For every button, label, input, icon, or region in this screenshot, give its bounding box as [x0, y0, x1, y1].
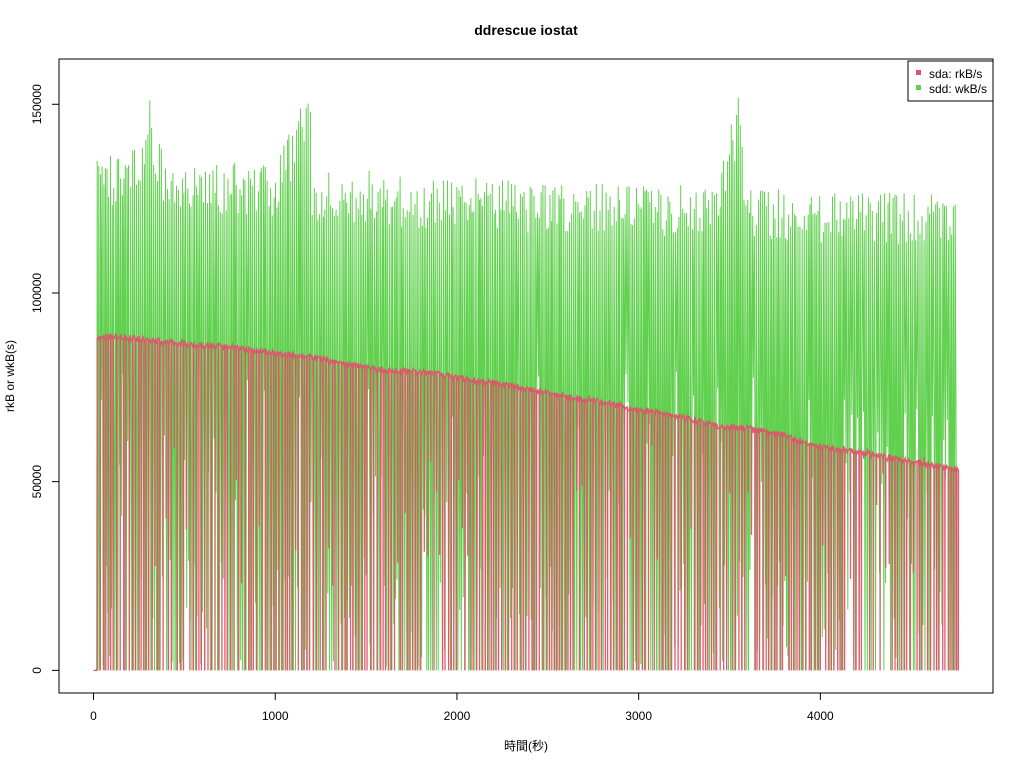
legend-box [907, 60, 994, 102]
x-axis-label: 時間(秒) [504, 739, 548, 753]
x-tick-label: 1000 [262, 709, 289, 723]
y-tick-label: 150000 [30, 84, 44, 124]
series-line-sda-rkbs [93, 331, 960, 672]
x-axis: 0 1000 2000 3000 4000 [90, 692, 834, 723]
x-tick-label: 2000 [444, 709, 471, 723]
y-axis-label: rkB or wkB(s) [3, 340, 17, 412]
legend-swatch-sdd [916, 85, 921, 90]
x-tick-label: 0 [90, 709, 97, 723]
x-tick-label: 3000 [625, 709, 652, 723]
y-tick-label: 100000 [30, 273, 44, 313]
y-axis: 0 50000 100000 150000 [30, 84, 60, 674]
y-tick-label: 0 [30, 667, 44, 674]
x-tick-label: 4000 [807, 709, 834, 723]
legend-swatch-sda [916, 70, 921, 75]
legend-label-sdd: sdd: wkB/s [929, 82, 987, 96]
chart-title: ddrescue iostat [474, 22, 578, 38]
plot-area [93, 97, 960, 672]
legend: sda: rkB/s sdd: wkB/s [907, 60, 994, 102]
legend-label-sda: sda: rkB/s [929, 67, 982, 81]
y-tick-label: 50000 [30, 465, 44, 499]
